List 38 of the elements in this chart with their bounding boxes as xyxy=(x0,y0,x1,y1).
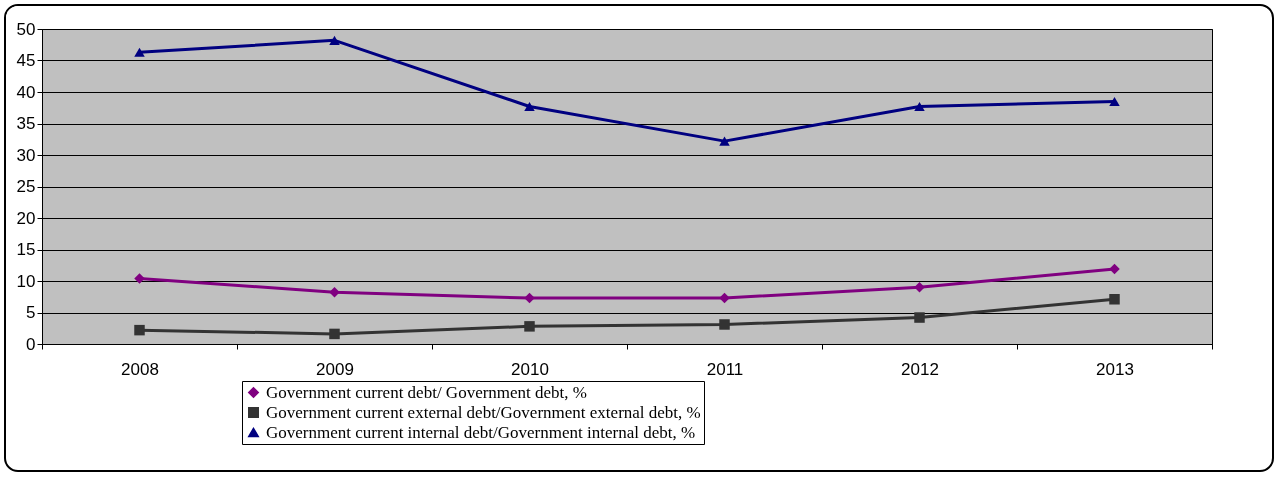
point xyxy=(914,312,925,323)
y-tick-label: 35 xyxy=(16,114,36,133)
point xyxy=(134,273,145,284)
y-tick-label: 25 xyxy=(16,177,36,196)
y-tick-label: 10 xyxy=(16,271,36,291)
y-tick-label: 30 xyxy=(16,145,36,165)
y-tick-label: 45 xyxy=(16,51,36,70)
x-tick-label: 2011 xyxy=(706,359,744,379)
point xyxy=(524,101,535,112)
x-tick-label: 2009 xyxy=(316,359,354,379)
legend-label: Government current debt/ Government debt, % xyxy=(266,382,588,402)
x-tick-label: 2013 xyxy=(1096,359,1134,379)
point xyxy=(719,319,730,330)
point xyxy=(329,287,340,298)
y-tick-label: 15 xyxy=(16,240,36,259)
point xyxy=(1109,96,1120,106)
point xyxy=(329,35,340,45)
legend-label: Government current internal debt/Government internal debt, % xyxy=(266,422,696,442)
point xyxy=(524,292,535,304)
point xyxy=(524,321,535,332)
x-tick-label: 2010 xyxy=(511,359,549,379)
point xyxy=(1109,294,1120,305)
point xyxy=(719,292,730,304)
point xyxy=(914,101,925,112)
x-tick-label: 2008 xyxy=(121,359,159,379)
legend-label: Government current external debt/Government external debt, % xyxy=(266,402,701,422)
point xyxy=(1109,263,1120,275)
point xyxy=(719,136,730,146)
y-tick-label: 0 xyxy=(26,334,36,354)
y-tick-label: 40 xyxy=(16,82,36,102)
y-tick-label: 50 xyxy=(16,19,36,39)
point xyxy=(329,328,340,340)
point xyxy=(134,324,145,336)
y-tick-label: 5 xyxy=(26,303,36,322)
point xyxy=(914,282,925,293)
x-tick-label: 2012 xyxy=(901,359,939,379)
y-tick-label: 20 xyxy=(16,208,36,228)
point xyxy=(134,47,145,57)
